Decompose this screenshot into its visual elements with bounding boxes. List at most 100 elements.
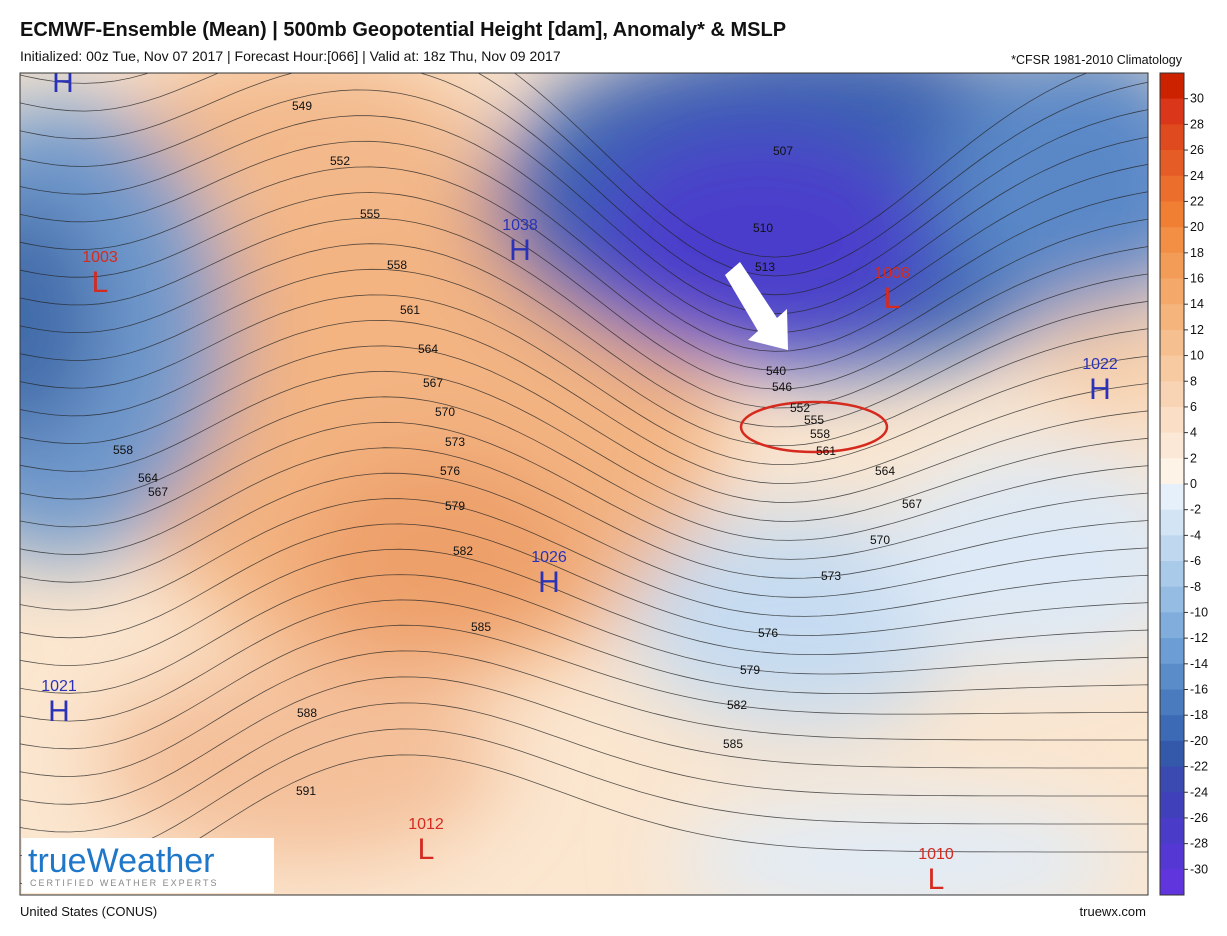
colorbar-tick-label: 28 [1190,117,1204,131]
contour-line [20,115,1148,333]
colorbar-swatch [1160,689,1184,716]
pressure-symbol: L [92,266,109,299]
colorbar-swatch [1160,561,1184,588]
contour-line [20,370,1148,522]
contour-label: 585 [723,737,743,751]
colorbar-swatch [1160,869,1184,896]
contour-line [20,702,1148,833]
contour-line [20,472,1148,598]
colorbar: 302826242220181614121086420-2-4-6-8-10-1… [1159,72,1208,896]
colorbar-tick-label: 18 [1190,246,1204,260]
contour-label: 510 [753,221,773,235]
contour-label: 570 [435,405,455,419]
pressure-value: 1003 [82,249,118,266]
contour-label: 576 [440,464,460,478]
colorbar-swatch [1160,73,1184,100]
contour-label: 558 [113,443,133,457]
contour-label: 579 [740,663,760,677]
colorbar-swatch [1160,201,1184,228]
colorbar-swatch [1160,175,1184,202]
map-border [19,72,1149,896]
contour-label: 546 [772,380,792,394]
contour-line [20,192,1148,390]
colorbar-swatch [1160,150,1184,177]
colorbar-tick-label: -18 [1190,708,1208,722]
contour-line [20,140,1148,352]
contour-label: 573 [821,569,841,583]
colorbar-tick-label: -26 [1190,811,1208,825]
contour-line [20,498,1148,617]
contour-line [20,73,1088,258]
contour-label: 579 [445,499,465,513]
contour-line [20,243,1148,428]
colorbar-swatch [1160,843,1184,870]
colorbar-swatch [1160,766,1184,793]
contour-line [20,396,1148,541]
colorbar-swatch [1160,586,1184,613]
pressure-value: 1010 [918,846,954,863]
map: 5495525555585615645675705735765795825855… [20,73,1148,896]
highlight-ellipse [739,400,889,454]
colorbar-tick-label: -24 [1190,785,1208,799]
pressure-symbol: L [928,863,945,896]
colorbar-tick-label: -8 [1190,580,1201,594]
title: ECMWF-Ensemble (Mean) | 500mb Geopotenti… [20,19,786,41]
colorbar-swatch [1160,663,1184,690]
logo-name: trueWeather [28,842,214,880]
contour-label: 567 [148,485,168,499]
pressure-symbol: H [1089,373,1111,406]
contour-label: 591 [296,784,316,798]
colorbar-swatch [1160,278,1184,305]
contour-line [20,73,1148,296]
pressure-centers: 1019H1003L1038H1008L1022H1026H1021H1012L… [41,73,1118,896]
contour-label: 585 [471,620,491,634]
colorbar-tick-label: 22 [1190,194,1204,208]
colorbar-tick-label: -2 [1190,503,1201,517]
colorbar-tick-label: -6 [1190,554,1201,568]
contour-line [20,447,1148,579]
colorbar-swatch [1160,227,1184,254]
subtitle: Initialized: 00z Tue, Nov 07 2017 | Fore… [20,48,561,64]
contour-line [20,319,1148,484]
colorbar-swatch [1160,740,1184,768]
colorbar-tick-label: 0 [1190,477,1197,491]
contour-line [20,624,1148,750]
colorbar-tick-label: -28 [1190,837,1208,851]
colorbar-tick-label: 20 [1190,220,1204,234]
contour-line [20,217,1148,409]
contour-labels: 5495525555585615645675705735765795825855… [113,99,922,798]
colorbar-tick-label: -20 [1190,734,1208,748]
colorbar-swatch [1160,638,1184,665]
colorbar-swatch [1160,792,1184,819]
contour-label: 561 [816,444,836,458]
colorbar-swatch [1160,406,1184,434]
contour-line [20,574,1148,694]
colorbar-tick-label: -16 [1190,683,1208,697]
colorbar-swatch [1160,817,1184,845]
colorbar-tick-label: -10 [1190,605,1208,619]
pressure-value: 1026 [531,549,567,566]
contour-line [20,166,1148,371]
colorbar-tick-label: -22 [1190,760,1208,774]
colorbar-tick-label: -30 [1190,862,1208,876]
colorbar-tick-label: 16 [1190,272,1204,286]
contour-label: 588 [297,706,317,720]
colorbar-swatch [1160,381,1184,408]
colorbar-swatch [1160,252,1184,279]
footer-region: United States (CONUS) [20,904,157,919]
colorbar-swatch [1160,124,1184,151]
contour-line [20,268,1148,447]
pressure-value: 1008 [874,265,910,282]
contour-label: 567 [423,376,443,390]
pressure-symbol: L [884,282,901,315]
contour-line [20,73,1148,277]
logo-tagline: CERTIFIED WEATHER EXPERTS [30,878,219,888]
colorbar-tick-label: 6 [1190,400,1197,414]
contour-label: 555 [804,413,824,427]
colorbar-tick-label: 30 [1190,92,1204,106]
contour-label: 573 [445,435,465,449]
contour-line [20,421,1148,560]
colorbar-tick-label: -12 [1190,631,1208,645]
